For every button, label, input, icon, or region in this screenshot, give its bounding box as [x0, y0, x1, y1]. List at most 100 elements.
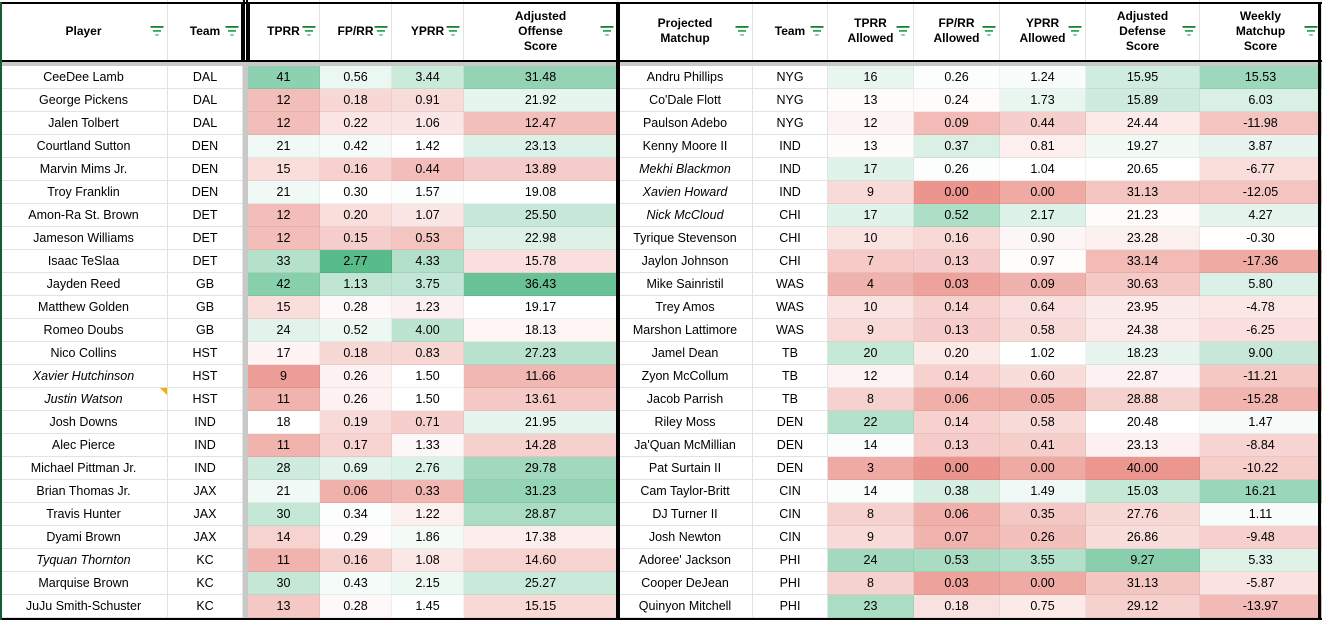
cell-yprr_allowed[interactable]: 1.04: [1000, 158, 1086, 181]
cell-team[interactable]: CIN: [753, 480, 828, 503]
filter-icon[interactable]: [150, 25, 164, 37]
cell-tprr_allowed[interactable]: 9: [828, 181, 914, 204]
cell-tprr_allowed[interactable]: 7: [828, 250, 914, 273]
cell-player[interactable]: Mekhi Blackmon: [618, 158, 753, 181]
filter-icon[interactable]: [600, 25, 614, 37]
cell-team[interactable]: DEN: [168, 135, 243, 158]
cell-yprr_allowed[interactable]: 0.58: [1000, 411, 1086, 434]
cell-yprr_allowed[interactable]: 0.97: [1000, 250, 1086, 273]
cell-fprr_allowed[interactable]: 0.24: [914, 89, 1000, 112]
cell-tprr_allowed[interactable]: 12: [828, 112, 914, 135]
cell-yprr[interactable]: 1.06: [392, 112, 464, 135]
cell-fprr[interactable]: 0.28: [320, 595, 392, 618]
cell-yprr_allowed[interactable]: 0.90: [1000, 227, 1086, 250]
cell-player[interactable]: Travis Hunter: [0, 503, 168, 526]
cell-fprr[interactable]: 0.17: [320, 434, 392, 457]
cell-fprr_allowed[interactable]: 0.53: [914, 549, 1000, 572]
cell-player[interactable]: Cooper DeJean: [618, 572, 753, 595]
cell-team[interactable]: CHI: [753, 227, 828, 250]
cell-yprr_allowed[interactable]: 0.05: [1000, 388, 1086, 411]
filter-icon[interactable]: [1304, 25, 1318, 37]
cell-tprr[interactable]: 15: [248, 158, 320, 181]
cell-off_score[interactable]: 11.66: [464, 365, 618, 388]
cell-tprr_allowed[interactable]: 14: [828, 480, 914, 503]
cell-player[interactable]: Nico Collins: [0, 342, 168, 365]
cell-tprr_allowed[interactable]: 14: [828, 434, 914, 457]
cell-off_score[interactable]: 14.60: [464, 549, 618, 572]
cell-player[interactable]: Jacob Parrish: [618, 388, 753, 411]
cell-tprr_allowed[interactable]: 16: [828, 66, 914, 89]
cell-player[interactable]: Matthew Golden: [0, 296, 168, 319]
filter-icon[interactable]: [302, 25, 316, 37]
cell-tprr[interactable]: 15: [248, 296, 320, 319]
cell-yprr_allowed[interactable]: 1.73: [1000, 89, 1086, 112]
cell-player[interactable]: Paulson Adebo: [618, 112, 753, 135]
cell-player[interactable]: Jayden Reed: [0, 273, 168, 296]
cell-team[interactable]: IND: [753, 181, 828, 204]
cell-fprr[interactable]: 0.34: [320, 503, 392, 526]
cell-yprr_allowed[interactable]: 0.00: [1000, 457, 1086, 480]
cell-fprr_allowed[interactable]: 0.18: [914, 595, 1000, 618]
cell-team[interactable]: DAL: [168, 89, 243, 112]
cell-player[interactable]: Josh Downs: [0, 411, 168, 434]
cell-team[interactable]: DET: [168, 204, 243, 227]
cell-fprr[interactable]: 0.69: [320, 457, 392, 480]
cell-team[interactable]: KC: [168, 572, 243, 595]
cell-fprr[interactable]: 0.06: [320, 480, 392, 503]
filter-icon[interactable]: [225, 25, 239, 37]
cell-fprr_allowed[interactable]: 0.14: [914, 296, 1000, 319]
cell-team[interactable]: PHI: [753, 595, 828, 618]
cell-tprr[interactable]: 13: [248, 595, 320, 618]
filter-icon[interactable]: [374, 25, 388, 37]
cell-fprr_allowed[interactable]: 0.20: [914, 342, 1000, 365]
cell-off_score[interactable]: 29.78: [464, 457, 618, 480]
cell-weekly_score[interactable]: -6.25: [1200, 319, 1322, 342]
cell-def_score[interactable]: 20.65: [1086, 158, 1200, 181]
cell-tprr_allowed[interactable]: 17: [828, 158, 914, 181]
cell-weekly_score[interactable]: 16.21: [1200, 480, 1322, 503]
column-header-team[interactable]: Team: [168, 0, 243, 62]
cell-off_score[interactable]: 25.27: [464, 572, 618, 595]
cell-team[interactable]: IND: [753, 135, 828, 158]
cell-fprr_allowed[interactable]: 0.13: [914, 250, 1000, 273]
cell-yprr_allowed[interactable]: 0.00: [1000, 572, 1086, 595]
cell-team[interactable]: JAX: [168, 480, 243, 503]
cell-player[interactable]: Zyon McCollum: [618, 365, 753, 388]
cell-player[interactable]: George Pickens: [0, 89, 168, 112]
cell-off_score[interactable]: 23.13: [464, 135, 618, 158]
cell-tprr_allowed[interactable]: 10: [828, 296, 914, 319]
cell-off_score[interactable]: 22.98: [464, 227, 618, 250]
cell-yprr[interactable]: 1.33: [392, 434, 464, 457]
cell-team[interactable]: GB: [168, 296, 243, 319]
cell-fprr_allowed[interactable]: 0.16: [914, 227, 1000, 250]
cell-team[interactable]: NYG: [753, 112, 828, 135]
cell-def_score[interactable]: 23.28: [1086, 227, 1200, 250]
cell-fprr[interactable]: 0.52: [320, 319, 392, 342]
cell-team[interactable]: DET: [168, 250, 243, 273]
cell-yprr[interactable]: 0.91: [392, 89, 464, 112]
cell-team[interactable]: CHI: [753, 204, 828, 227]
cell-player[interactable]: Brian Thomas Jr.: [0, 480, 168, 503]
cell-off_score[interactable]: 15.78: [464, 250, 618, 273]
cell-player[interactable]: Jalen Tolbert: [0, 112, 168, 135]
cell-off_score[interactable]: 17.38: [464, 526, 618, 549]
filter-icon[interactable]: [896, 25, 910, 37]
column-header-yprr_allowed[interactable]: YPRR Allowed: [1000, 0, 1086, 62]
cell-tprr[interactable]: 14: [248, 526, 320, 549]
cell-fprr[interactable]: 2.77: [320, 250, 392, 273]
cell-fprr[interactable]: 0.20: [320, 204, 392, 227]
cell-team[interactable]: JAX: [168, 503, 243, 526]
column-header-yprr[interactable]: YPRR: [392, 0, 464, 62]
cell-yprr_allowed[interactable]: 0.41: [1000, 434, 1086, 457]
cell-yprr[interactable]: 1.50: [392, 388, 464, 411]
cell-yprr[interactable]: 0.53: [392, 227, 464, 250]
cell-player[interactable]: Quinyon Mitchell: [618, 595, 753, 618]
cell-tprr_allowed[interactable]: 20: [828, 342, 914, 365]
cell-team[interactable]: IND: [168, 411, 243, 434]
cell-fprr_allowed[interactable]: 0.06: [914, 503, 1000, 526]
cell-tprr[interactable]: 12: [248, 89, 320, 112]
cell-team[interactable]: IND: [168, 434, 243, 457]
cell-weekly_score[interactable]: -5.87: [1200, 572, 1322, 595]
cell-off_score[interactable]: 13.61: [464, 388, 618, 411]
cell-off_score[interactable]: 12.47: [464, 112, 618, 135]
